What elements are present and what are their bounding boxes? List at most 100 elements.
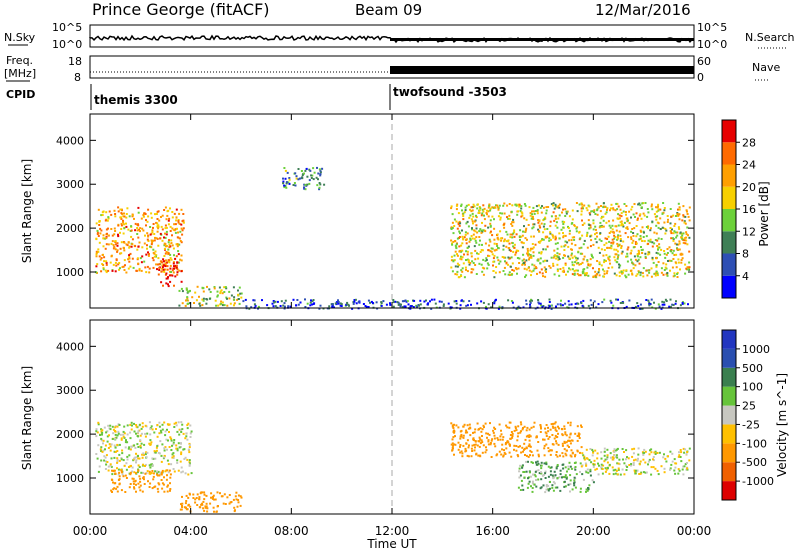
echo-cell	[484, 259, 487, 262]
echo-cell	[559, 489, 562, 492]
echo-cell	[450, 239, 453, 242]
echo-cell	[617, 205, 620, 208]
echo-cell	[115, 264, 118, 267]
echo-cell	[533, 212, 536, 215]
echo-cell	[483, 207, 486, 210]
echo-cell	[663, 209, 666, 212]
echo-cell	[598, 269, 601, 272]
echo-cell	[107, 216, 110, 219]
echo-cell	[649, 238, 652, 241]
echo-cell	[676, 271, 679, 274]
echo-cell	[189, 462, 191, 465]
echo-cell	[134, 446, 137, 449]
echo-cell	[682, 205, 685, 208]
echo-cell	[544, 472, 547, 475]
echo-cell	[616, 462, 619, 465]
echo-cell	[586, 233, 589, 236]
echo-cell	[596, 457, 599, 460]
echo-cell	[466, 304, 469, 307]
echo-cell	[525, 218, 528, 221]
echo-cell	[199, 506, 202, 509]
echo-cell	[471, 228, 473, 231]
echo-cell	[571, 268, 574, 271]
echo-cell	[515, 429, 518, 432]
echo-cell	[306, 175, 309, 178]
echo-cell	[650, 473, 653, 476]
echo-cell	[574, 468, 577, 471]
echo-cell	[653, 272, 656, 275]
echo-cell	[582, 207, 584, 210]
echo-cell	[531, 487, 534, 489]
echo-cell	[578, 437, 581, 439]
echo-cell	[489, 443, 492, 446]
echo-cell	[570, 455, 573, 458]
echo-cell	[686, 266, 689, 269]
echo-cell	[131, 424, 133, 427]
echo-cell	[471, 209, 474, 212]
noise-right-bottom: 10^0	[697, 38, 727, 51]
echo-cell	[564, 431, 567, 434]
echo-cell	[100, 450, 103, 452]
echo-cell	[175, 447, 178, 450]
echo-cell	[595, 273, 598, 276]
echo-cell	[139, 480, 142, 483]
echo-cell	[492, 429, 495, 432]
echo-cell	[609, 262, 611, 265]
echo-cell	[450, 228, 453, 230]
echo-cell	[478, 209, 481, 212]
echo-cell	[99, 434, 101, 436]
echo-cell	[103, 426, 106, 429]
echo-cell	[479, 251, 482, 253]
echo-cell	[597, 473, 600, 476]
echo-cell	[163, 454, 166, 457]
echo-cell	[538, 271, 541, 274]
echo-cell	[586, 209, 589, 212]
echo-cell	[176, 273, 179, 276]
echo-cell	[518, 470, 521, 473]
echo-cell	[399, 305, 402, 308]
echo-cell	[625, 305, 628, 308]
echo-cell	[538, 230, 540, 233]
echo-cell	[531, 490, 534, 493]
echo-cell	[611, 266, 614, 269]
echo-cell	[555, 442, 558, 445]
echo-cell	[681, 238, 684, 241]
echo-cell	[478, 243, 481, 246]
echo-cell	[118, 471, 121, 474]
echo-cell	[677, 226, 680, 229]
echo-cell	[552, 476, 555, 478]
echo-cell	[473, 229, 476, 232]
echo-cell	[471, 227, 473, 230]
echo-cell	[167, 276, 169, 279]
echo-cell	[346, 302, 349, 305]
echo-cell	[548, 239, 551, 242]
echo-cell	[521, 428, 524, 431]
echo-cell	[430, 298, 433, 301]
echo-cell	[137, 431, 140, 434]
echo-cell	[120, 224, 123, 227]
echo-cell	[619, 473, 622, 476]
echo-cell	[162, 284, 164, 287]
echo-cell	[655, 232, 658, 235]
echo-cell	[107, 447, 110, 449]
echo-cell	[595, 231, 598, 234]
echo-cell	[517, 305, 520, 308]
echo-cell	[222, 502, 225, 505]
echo-cell	[273, 301, 276, 304]
echo-cell	[173, 439, 176, 441]
echo-cell	[536, 209, 539, 212]
echo-cell	[524, 230, 527, 233]
echo-cell	[523, 447, 526, 450]
echo-cell	[185, 299, 187, 302]
echo-cell	[648, 304, 651, 307]
echo-cell	[481, 266, 484, 269]
echo-cell	[615, 456, 617, 459]
echo-cell	[563, 485, 566, 488]
echo-cell	[641, 252, 644, 254]
echo-cell	[565, 477, 568, 480]
echo-cell	[126, 441, 129, 444]
echo-cell	[528, 258, 530, 261]
echo-cell	[547, 206, 550, 208]
echo-cell	[544, 491, 547, 494]
echo-cell	[653, 301, 655, 304]
